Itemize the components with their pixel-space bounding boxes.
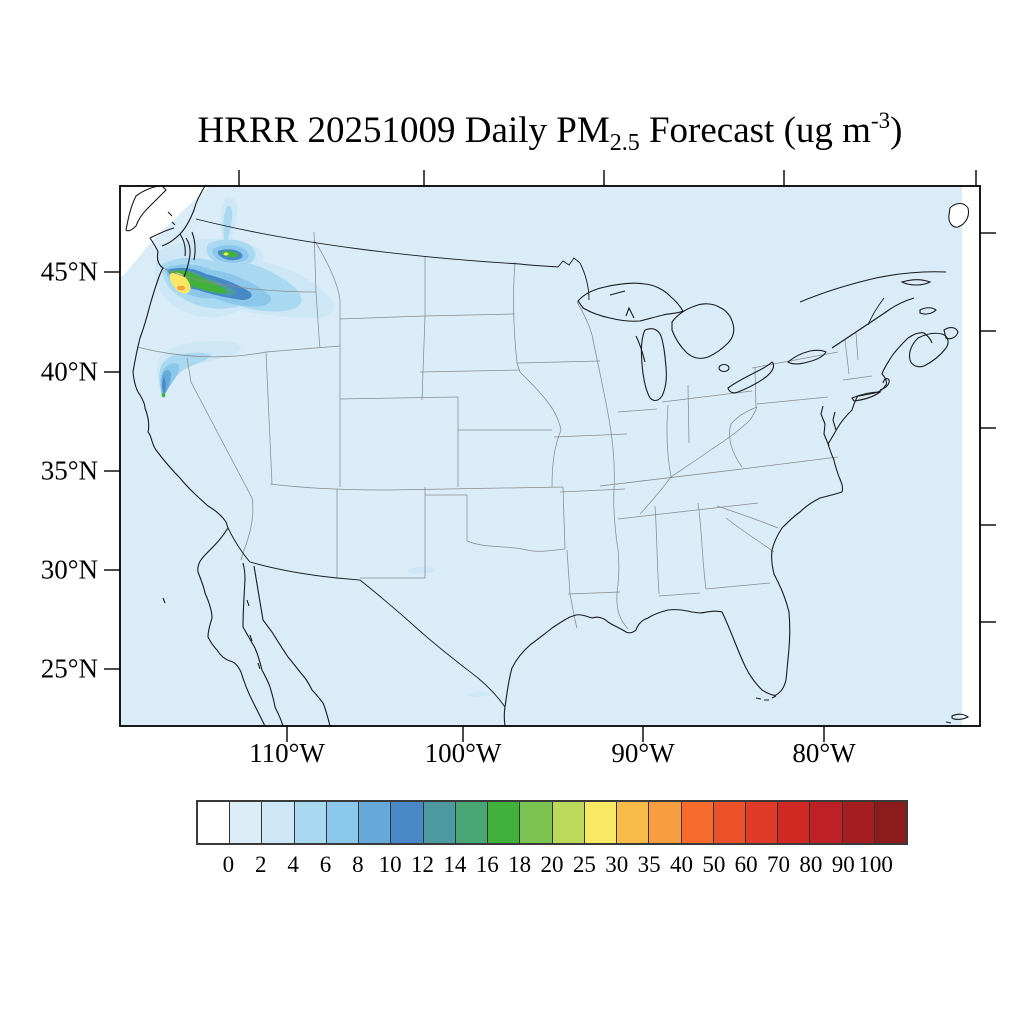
colorbar-tick-label: 2 [254,852,267,877]
lat-tick-label-35n: 35°N [40,455,98,486]
colorbar-segment [552,802,585,843]
top-lon-ticks [238,170,977,186]
colorbar-tick-label: 16 [475,852,499,877]
plume-northwest-oregon [154,238,335,318]
left-lat-ticks [104,271,120,670]
colorbar-tick-label: 100 [858,852,893,877]
lon-tick-label-110w: 110°W [249,738,325,768]
lat-tick-label-25n: 25°N [40,653,98,684]
colorbar-segment [326,802,360,843]
right-lat-ticks [980,232,996,623]
colorbar-segment [359,802,392,843]
lon-tick-label-90w: 90°W [611,738,675,768]
colorbar-segment [745,802,779,843]
plot-title: HRRR 20251009 Daily PM2.5 Forecast (ug m… [120,108,980,157]
colorbar-segment [262,802,295,843]
colorbar-segment [584,802,618,843]
plume-faint-smudges [408,567,492,697]
colorbar-tick-label: 25 [572,852,596,877]
national-borders [195,218,885,708]
colorbar-segment [842,802,875,843]
bottom-lon-ticks [286,726,825,742]
colorbar-labels: 0 2 4 6 8 10 12 14 16 18 20 25 30 35 40 50 60 70 80 90 100 [196,852,908,882]
colorbar-tick-label: 4 [287,852,299,877]
colorbar-tick-label: 6 [319,852,332,877]
colorbar-tick-label: 10 [378,852,402,877]
colorbar-segment [423,802,456,843]
colorbar-segment [810,802,843,843]
colorbar-segment [294,802,327,843]
colorbar-tick-label: 80 [799,852,823,877]
lat-tick-label-40n: 40°N [40,356,98,387]
title-suffix: ) [890,110,903,151]
plume-central-washington [206,197,256,267]
colorbar-tick-label: 40 [669,852,693,877]
plume-northern-california [157,341,241,398]
colorbar-segment [488,802,521,843]
out-of-domain-northwest [120,186,210,278]
colorbar-tick-label: 70 [767,852,791,877]
colorbar-tick-label: 35 [637,852,661,877]
colorbar-segment [649,802,682,843]
out-of-domain-east-strip [962,186,980,726]
map-frame [119,185,981,727]
state-borders [136,231,873,630]
colorbar-segment [681,802,714,843]
lon-tick-label-80w: 80°W [792,738,856,768]
colorbar-tick-label: 18 [508,852,532,877]
colorbar-tick-label: 0 [222,852,235,877]
title-superscript: -3 [870,108,891,133]
colorbar-tick-label: 90 [831,852,855,877]
lat-tick-label-45n: 45°N [40,256,98,287]
colorbar-tick-label: 8 [352,852,364,877]
colorbar [196,800,908,845]
colorbar-segment [391,802,424,843]
lat-tick-label-30n: 30°N [40,554,98,585]
colorbar-tick-label: 60 [734,852,758,877]
colorbar-tick-label: 14 [443,852,467,877]
lon-tick-label-100w: 100°W [424,738,502,768]
colorbar-segment [778,802,811,843]
colorbar-tick-label: 20 [540,852,564,877]
title-subscript: 2.5 [609,130,640,156]
colorbar-segment [198,802,231,843]
title-prefix: HRRR 20251009 Daily PM [197,110,610,151]
title-mid: Forecast (ug m [639,110,871,151]
axis-ticks [104,170,996,742]
colorbar-tick-label: 50 [702,852,726,877]
colorbar-segment [617,802,650,843]
colorbar-tick-label: 30 [605,852,629,877]
colorbar-segment [713,802,746,843]
colorbar-segment [874,802,907,843]
colorbar-tick-label: 12 [411,852,435,877]
colorbar-segment [520,802,553,843]
colorbar-segment [230,802,263,843]
colorbar-segment [455,802,489,843]
